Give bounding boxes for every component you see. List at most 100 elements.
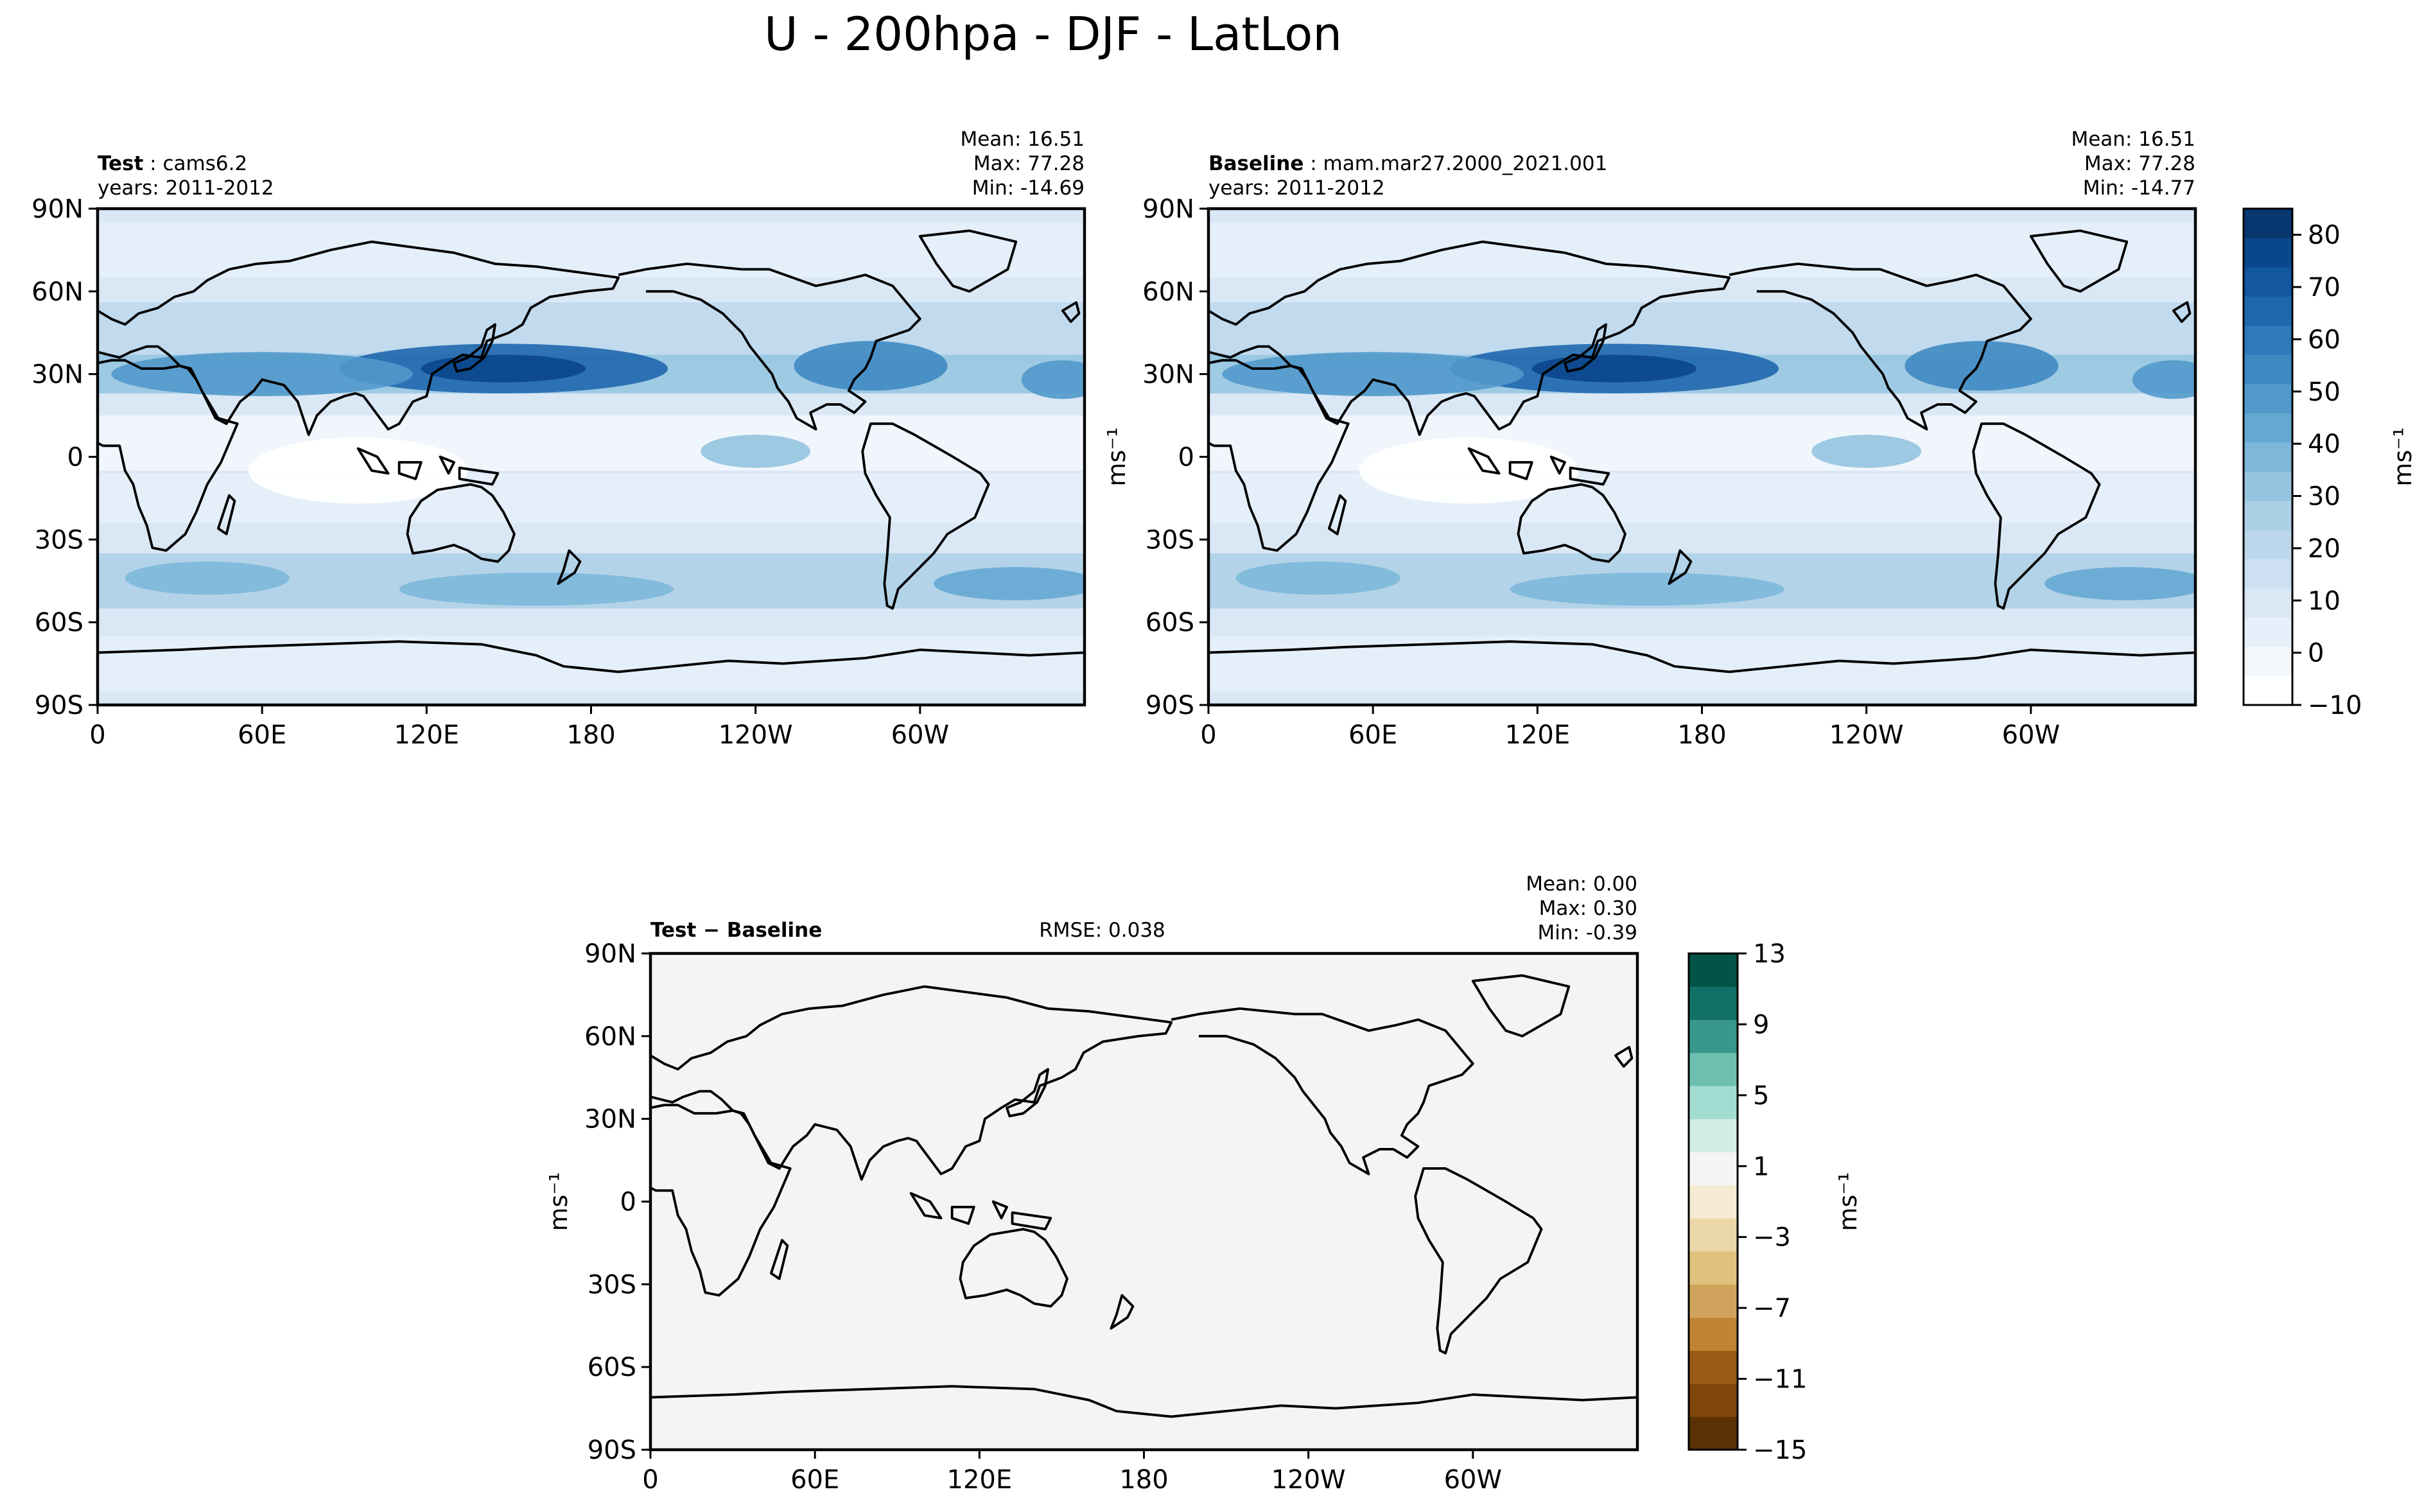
- map-background: [650, 953, 1637, 1450]
- y-axis-label: ms⁻¹: [1103, 427, 1131, 486]
- colorbar-tick-label: 0: [2308, 639, 2324, 668]
- panel-label: Test : cams6.2: [98, 152, 247, 175]
- x-tick-label: 60W: [891, 720, 949, 750]
- colorbar-segment: [2244, 296, 2292, 326]
- colorbar-segment: [2244, 354, 2292, 385]
- colorbar-label: ms⁻¹: [2389, 427, 2415, 486]
- colorbar-tick-label: 9: [1753, 1010, 1769, 1039]
- colorbar-tick-label: 70: [2308, 273, 2341, 302]
- colorbar-tick-label: −7: [1753, 1294, 1791, 1323]
- y-tick-label: 0: [620, 1188, 636, 1217]
- colorbar-segment: [2244, 471, 2292, 501]
- colorbar-tick-label: 13: [1753, 939, 1786, 969]
- jet-core: [1905, 341, 2059, 391]
- colorbar-segment: [2244, 500, 2292, 530]
- x-tick-label: 60W: [1444, 1465, 1502, 1495]
- colorbar-segment: [2244, 647, 2292, 677]
- y-tick-label: 30S: [1146, 525, 1194, 555]
- y-tick-label: 90N: [584, 939, 636, 969]
- x-tick-label: 0: [642, 1465, 658, 1495]
- jet-core: [421, 354, 586, 383]
- x-tick-label: 60E: [238, 720, 286, 750]
- panel-years: years: 2011-2012: [1208, 177, 1385, 200]
- x-tick-label: 120E: [394, 720, 460, 750]
- panel-baseline: 0 60E 120E 180 120W 60W 90N 60N 30N 0 30S 60S 90S Bas…: [1103, 128, 2197, 750]
- panel-label: Test − Baseline: [650, 919, 822, 942]
- colorbar-segment: [1689, 1152, 1738, 1186]
- panel-stat: Max: 0.30: [1539, 897, 1637, 920]
- x-tick-label: 60E: [790, 1465, 839, 1495]
- jet-core: [2132, 360, 2195, 399]
- jet-core: [794, 341, 948, 391]
- x-tick-label: 60E: [1348, 720, 1397, 750]
- colorbar-segment: [1689, 1218, 1738, 1252]
- y-tick-label: 30S: [588, 1270, 636, 1299]
- colorbar-segment: [1689, 1284, 1738, 1318]
- y-tick-label: 30S: [35, 525, 83, 555]
- colorbar-tick-label: 10: [2308, 586, 2341, 616]
- y-tick-label: 60N: [1142, 277, 1194, 307]
- colorbar-segment: [2244, 530, 2292, 560]
- y-tick-label: 0: [67, 443, 83, 473]
- colorbar-segment: [2244, 617, 2292, 647]
- y-tick-label: 90N: [1142, 195, 1194, 224]
- panel-rmse: RMSE: 0.038: [1039, 919, 1165, 942]
- panel-stat: Min: -0.39: [1537, 921, 1637, 944]
- colorbar-segment: [2244, 675, 2292, 706]
- colorbar-tick-label: 5: [1753, 1081, 1769, 1111]
- panel-label: Baseline : mam.mar27.2000_2021.001: [1208, 152, 1607, 175]
- colorbar-segment: [1689, 1350, 1738, 1384]
- y-tick-label: 0: [1178, 443, 1194, 473]
- colorbar-label: ms⁻¹: [1834, 1172, 1862, 1231]
- y-tick-label: 90S: [588, 1436, 636, 1465]
- colorbar-tick-label: −15: [1753, 1436, 1807, 1465]
- colorbar-tick-label: −3: [1753, 1223, 1791, 1253]
- colorbar-segment: [1689, 1383, 1738, 1417]
- colorbar-difference: 13 9 5 1 −3 −7 −11 −15 ms⁻¹: [1687, 939, 1862, 1465]
- jet-core: [934, 567, 1085, 600]
- y-tick-label: 90S: [35, 691, 83, 720]
- colorbar-segment: [2244, 588, 2292, 618]
- jet-core: [1510, 572, 1784, 606]
- colorbar-segment: [1689, 986, 1738, 1020]
- panel-stat: Max: 77.28: [973, 152, 1085, 175]
- jet-core: [1531, 354, 1696, 383]
- panel-test: 0 60E 120E 180 120W 60W 90N 60N 30N 0 30S 60S 90S Tes…: [31, 128, 1086, 750]
- panel-difference: 0 60E 120E 180 120W 60W 90N 60N 30N 0 30S 60S 90S Tes…: [545, 873, 1639, 1495]
- jet-core: [1811, 435, 1922, 468]
- y-tick-label: 60S: [1146, 608, 1194, 638]
- y-tick-label: 60S: [588, 1353, 636, 1382]
- colorbar-tick-label: 1: [1753, 1152, 1769, 1181]
- jet-core: [1021, 360, 1085, 399]
- colorbar-main: 80 70 60 50 40 30 20 10 0 −10 ms⁻¹: [2242, 207, 2415, 720]
- colorbar-segment: [2244, 266, 2292, 297]
- colorbar-segment: [1689, 1052, 1738, 1086]
- x-tick-label: 180: [1677, 720, 1726, 750]
- y-tick-label: 30N: [584, 1105, 636, 1134]
- colorbar-segment: [1689, 1317, 1738, 1351]
- y-tick-label: 60N: [584, 1022, 636, 1052]
- colorbar-segment: [2244, 383, 2292, 413]
- colorbar-tick-label: 50: [2308, 378, 2341, 407]
- panel-stat: Mean: 16.51: [960, 128, 1085, 151]
- colorbar-tick-label: 20: [2308, 534, 2341, 564]
- panel-stat: Min: -14.77: [2083, 177, 2195, 200]
- jet-core: [399, 572, 674, 606]
- colorbar-segment: [2244, 209, 2292, 238]
- x-tick-label: 120W: [1829, 720, 1904, 750]
- jet-core: [1235, 561, 1400, 595]
- y-tick-label: 60S: [35, 608, 83, 638]
- x-tick-label: 0: [89, 720, 105, 750]
- jet-core: [701, 435, 811, 468]
- colorbar-tick-label: −11: [1753, 1365, 1807, 1395]
- x-tick-label: 120E: [947, 1465, 1013, 1495]
- colorbar-segment: [1689, 953, 1738, 987]
- colorbar-tick-label: −10: [2308, 691, 2362, 720]
- x-tick-label: 120E: [1505, 720, 1571, 750]
- y-axis-label: ms⁻¹: [545, 1172, 573, 1231]
- jet-core: [111, 352, 413, 397]
- panel-stat: Min: -14.69: [972, 177, 1085, 200]
- x-tick-label: 0: [1200, 720, 1216, 750]
- colorbar-segment: [1689, 1416, 1738, 1450]
